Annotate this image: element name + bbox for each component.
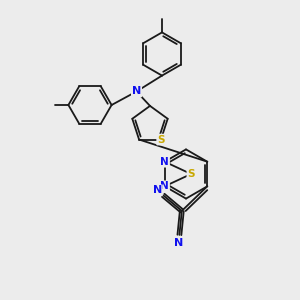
Text: S: S	[157, 134, 165, 145]
Text: S: S	[187, 169, 195, 179]
Text: N: N	[160, 181, 169, 191]
Text: N: N	[153, 185, 162, 195]
Text: N: N	[174, 238, 183, 248]
Text: N: N	[132, 86, 141, 97]
Text: N: N	[160, 157, 169, 167]
